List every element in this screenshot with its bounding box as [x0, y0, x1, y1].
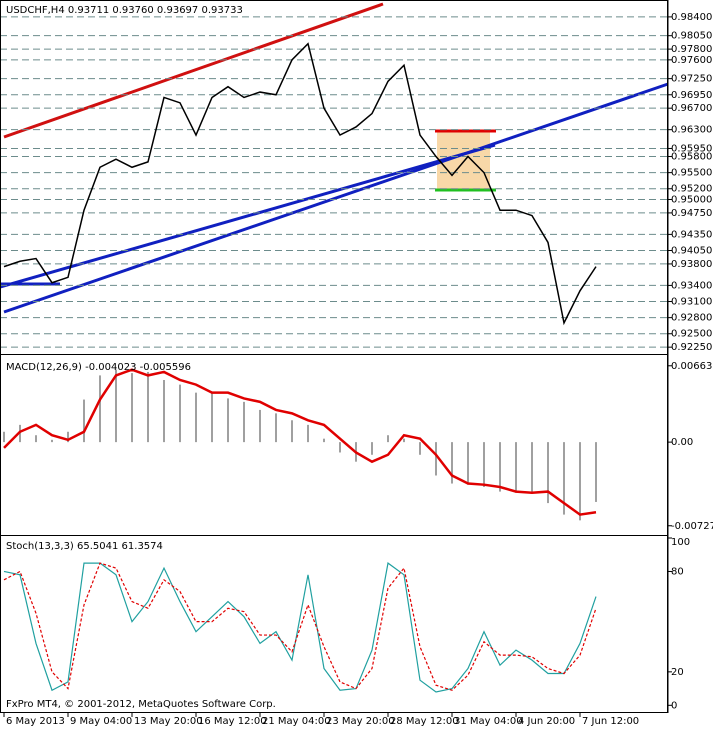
- histogram-bar: [307, 424, 309, 443]
- histogram-bar: [179, 384, 181, 443]
- y-tick-label: 100: [671, 537, 690, 548]
- y-tick-label: 0.95950: [671, 143, 712, 154]
- histogram-bar: [563, 442, 565, 515]
- trend-line: [0, 143, 496, 289]
- y-tick-label: 20: [671, 667, 684, 678]
- copyright: FxPro MT4, © 2001-2012, MetaQuotes Softw…: [6, 699, 276, 710]
- histogram-bar: [579, 442, 581, 521]
- y-tick-label: 0.95800: [671, 152, 712, 163]
- histogram-bar: [259, 409, 261, 443]
- histogram-bar: [99, 375, 101, 443]
- y-tick-label: 0.00: [671, 437, 693, 448]
- y-tick-label: 0.96300: [671, 125, 712, 136]
- histogram-bar: [275, 413, 277, 443]
- price-title: USDCHF,H4 0.93711 0.93760 0.93697 0.9373…: [6, 5, 243, 16]
- y-tick-label: 0.95200: [671, 184, 712, 195]
- y-tick-label: 0.94350: [671, 229, 712, 240]
- histogram-bar: [547, 442, 549, 504]
- histogram-bar: [3, 431, 5, 443]
- histogram-bar: [115, 369, 117, 443]
- series-line: [3, 562, 597, 693]
- histogram-bar: [467, 442, 469, 485]
- histogram-bar: [211, 392, 213, 443]
- y-tick-label: 80: [671, 566, 684, 577]
- series-line: [3, 42, 597, 326]
- x-tick-label: 4 Jun 20:00: [518, 716, 575, 727]
- histogram-bar: [531, 442, 533, 492]
- histogram-bar: [403, 438, 405, 443]
- histogram-bar: [195, 392, 197, 443]
- x-tick-label: 16 May 12:00: [198, 716, 267, 727]
- channel-line: [3, 2, 384, 139]
- histogram-bar: [595, 442, 597, 502]
- y-tick-label: 0.96700: [671, 103, 712, 114]
- y-tick-label: 0.94750: [671, 208, 712, 219]
- histogram-bar: [131, 373, 133, 443]
- y-tick-label: -0.00727: [671, 521, 713, 532]
- x-tick-label: 31 May 04:00: [454, 716, 523, 727]
- histogram-bar: [67, 431, 69, 443]
- histogram-bar: [451, 442, 453, 484]
- x-tick-label: 28 May 12:00: [390, 716, 459, 727]
- y-tick-label: 0.98050: [671, 31, 712, 42]
- x-tick-label: 6 May 2013: [6, 716, 65, 727]
- y-tick-label: 0.93400: [671, 280, 712, 291]
- y-tick-label: 0: [671, 700, 677, 711]
- y-tick-label: 0.95000: [671, 194, 712, 205]
- x-tick-label: 7 Jun 12:00: [582, 716, 639, 727]
- y-tick-label: 0.006637: [671, 361, 713, 372]
- macd-title: MACD(12,26,9) -0.004023 -0.005596: [6, 362, 191, 373]
- histogram-bar: [515, 442, 517, 493]
- histogram-bar: [339, 442, 341, 453]
- series-line: [3, 368, 597, 516]
- histogram-bar: [243, 401, 245, 443]
- y-tick-label: 0.93100: [671, 297, 712, 308]
- y-tick-label: 0.92250: [671, 342, 712, 353]
- stoch-title: Stoch(13,3,3) 65.5041 61.3574: [6, 541, 163, 552]
- y-tick-label: 0.95500: [671, 168, 712, 179]
- y-tick-label: 0.97800: [671, 44, 712, 55]
- y-tick-label: 0.94050: [671, 246, 712, 257]
- histogram-bar: [227, 398, 229, 443]
- y-tick-label: 0.92500: [671, 329, 712, 340]
- histogram-bar: [419, 442, 421, 455]
- histogram-bar: [163, 380, 165, 443]
- histogram-bar: [51, 439, 53, 443]
- trend-line: [3, 82, 669, 314]
- y-tick-label: 0.93800: [671, 259, 712, 270]
- histogram-bar: [499, 442, 501, 492]
- decorations: [0, 2, 669, 314]
- y-tick-label: 0.92800: [671, 313, 712, 324]
- histogram-bar: [35, 435, 37, 443]
- histogram-bar: [147, 371, 149, 443]
- histogram-bar: [291, 420, 293, 443]
- y-tick-label: 0.96950: [671, 90, 712, 101]
- histogram-bar: [83, 399, 85, 443]
- histogram-bar: [387, 435, 389, 443]
- x-tick-label: 13 May 20:00: [134, 716, 203, 727]
- histogram-bar: [435, 442, 437, 476]
- histogram-bar: [371, 442, 373, 455]
- x-tick-label: 21 May 04:00: [262, 716, 331, 727]
- y-tick-label: 0.98400: [671, 12, 712, 23]
- histogram-bar: [483, 442, 485, 487]
- x-tick-label: 9 May 04:00: [70, 716, 132, 727]
- x-tick-label: 23 May 20:00: [326, 716, 395, 727]
- histogram-bar: [323, 438, 325, 443]
- y-tick-label: 0.97600: [671, 55, 712, 66]
- y-tick-label: 0.97250: [671, 74, 712, 85]
- frame: [0, 0, 668, 713]
